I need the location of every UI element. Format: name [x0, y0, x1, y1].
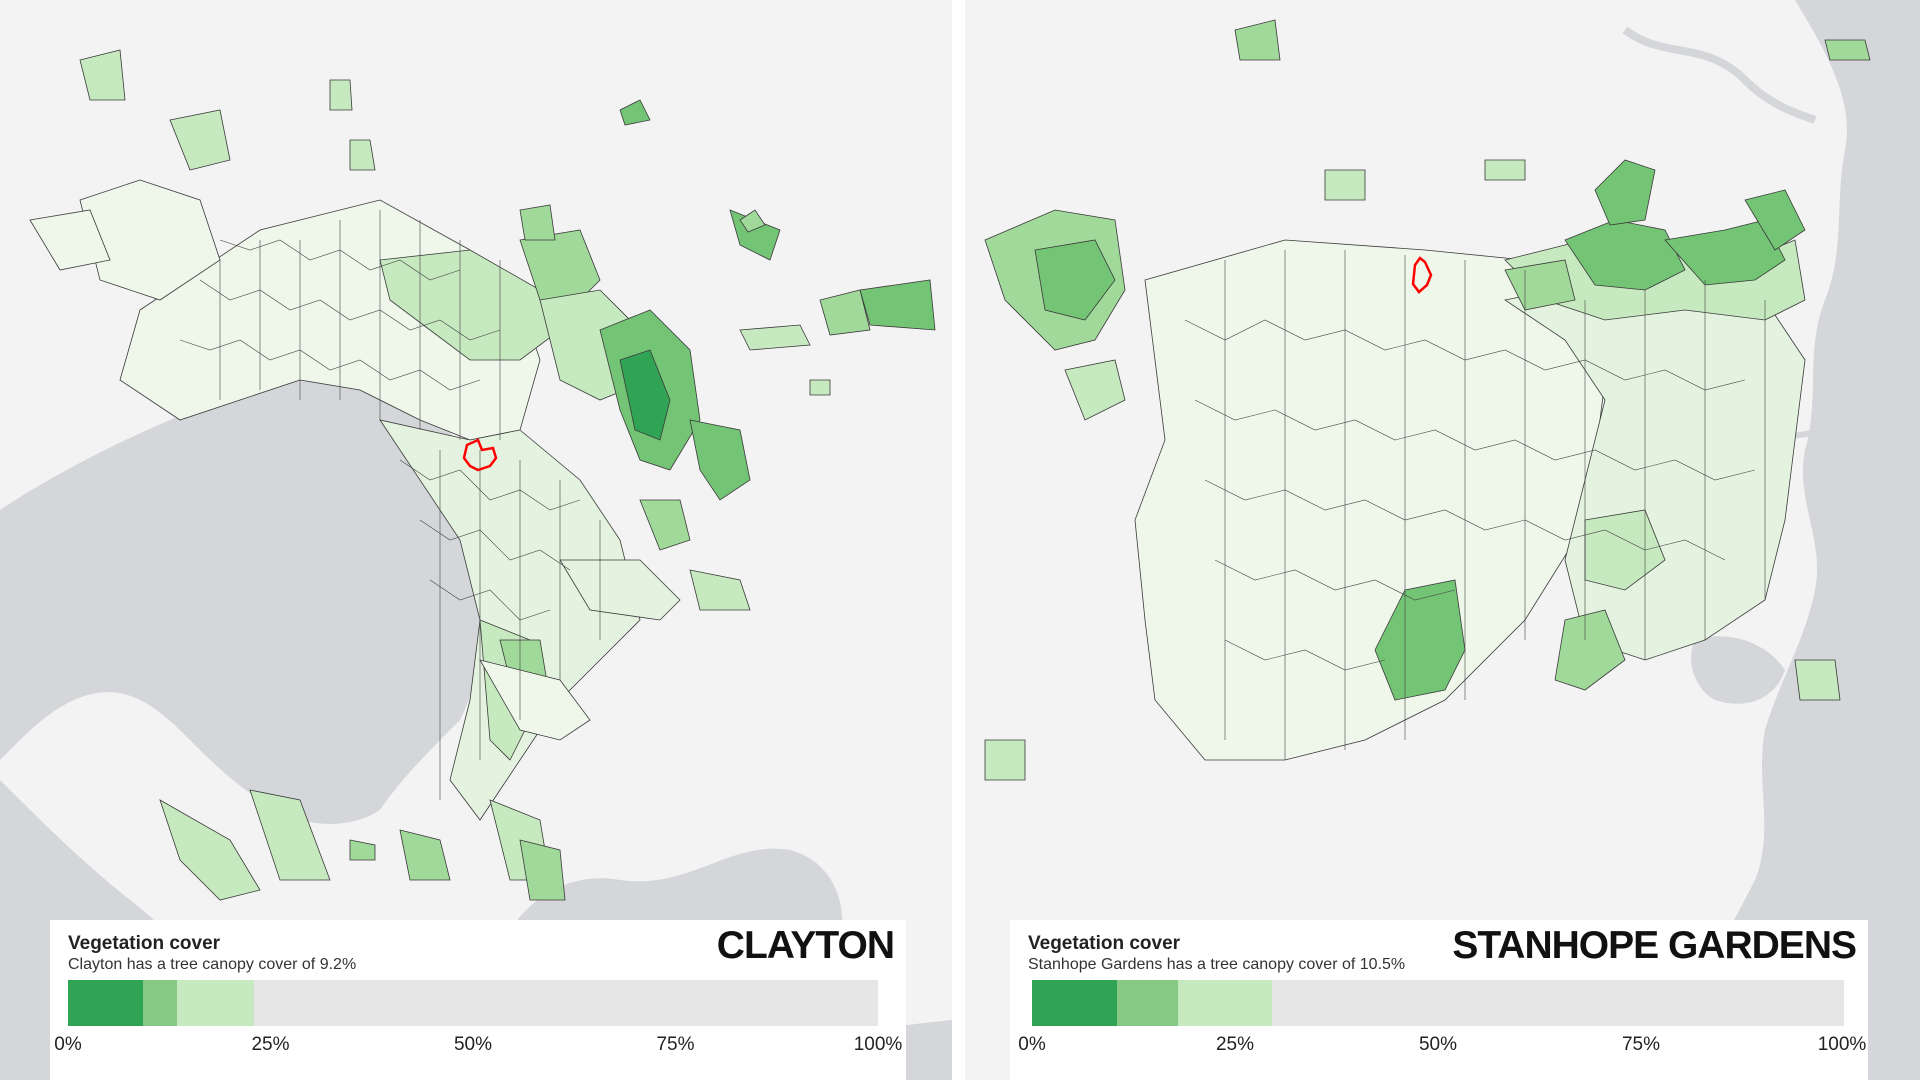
map-panel-stanhope-gardens: Vegetation cover Stanhope Gardens has a …	[965, 0, 1920, 1080]
map-panel-clayton: Vegetation cover Clayton has a tree cano…	[0, 0, 952, 1080]
cover-segment-1	[68, 980, 143, 1026]
scale-tick-label: 50%	[453, 1034, 493, 1055]
vegetation-cover-bar	[68, 980, 878, 1026]
vegetation-cover-bar	[1032, 980, 1844, 1026]
legend-title: Vegetation cover	[68, 933, 221, 954]
map-melbourne	[0, 0, 952, 1080]
suburb-name: CLAYTON	[716, 924, 895, 967]
scale-tick-label: 50%	[1418, 1034, 1458, 1055]
suburb-boundaries	[1184, 250, 1766, 760]
scale-tick-label: 25%	[1215, 1034, 1255, 1055]
map-sydney	[965, 0, 1920, 1080]
suburb-name: STANHOPE GARDENS	[1452, 924, 1857, 967]
cover-segment-3	[177, 980, 255, 1026]
scale-tick-label: 100%	[853, 1034, 903, 1055]
legend-stanhope-gardens: Vegetation cover Stanhope Gardens has a …	[1010, 920, 1868, 1080]
legend-subtitle: Clayton has a tree canopy cover of 9.2%	[68, 956, 357, 973]
cover-segment-1	[1032, 980, 1118, 1026]
botany-bay	[1691, 636, 1785, 704]
scale-tick-label: 100%	[1817, 1034, 1867, 1055]
legend-subtitle: Stanhope Gardens has a tree canopy cover…	[1028, 956, 1406, 973]
suburb-regions	[29, 49, 936, 901]
scale-tick-label: 75%	[656, 1034, 695, 1055]
panel-divider	[952, 0, 965, 1080]
port-phillip-bay	[0, 374, 487, 824]
cover-segment-2	[142, 980, 178, 1026]
suburb-boundaries	[179, 210, 601, 800]
cover-segment-2	[1117, 980, 1179, 1026]
tasman-sea	[1665, 0, 1920, 1080]
highlighted-suburb-clayton	[462, 438, 498, 472]
cover-segment-3	[1178, 980, 1272, 1026]
suburb-regions	[984, 19, 1871, 781]
scale-tick-label: 75%	[1621, 1034, 1661, 1055]
scale-tick-label: 0%	[54, 1034, 82, 1055]
highlighted-suburb-stanhope-gardens	[1411, 256, 1433, 294]
legend-clayton: Vegetation cover Clayton has a tree cano…	[50, 920, 906, 1080]
scale-tick-label: 0%	[1018, 1034, 1046, 1055]
scale-tick-label: 25%	[251, 1034, 290, 1055]
legend-title: Vegetation cover	[1028, 933, 1181, 954]
hawkesbury-river	[1622, 26, 1817, 124]
